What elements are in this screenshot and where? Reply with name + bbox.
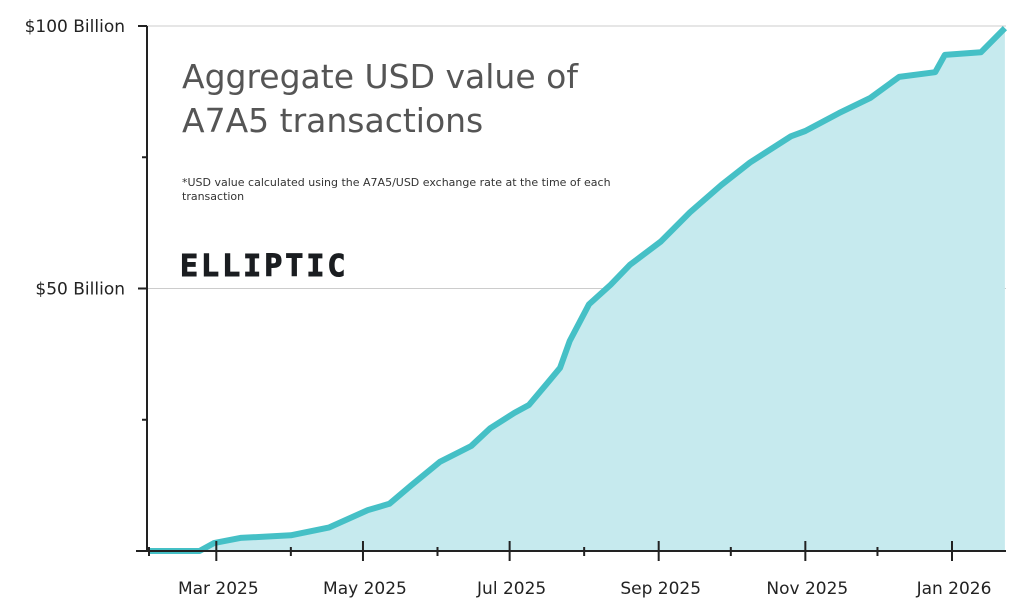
x-tick-label: Jan 2026 <box>916 579 992 599</box>
chart-footnote-line-1: *USD value calculated using the A7A5/USD… <box>182 176 611 189</box>
axes <box>136 25 1006 561</box>
series-area-fill <box>149 28 1005 552</box>
chart-footnote-line-2: transaction <box>182 190 244 203</box>
y-tick-label: $50 Billion <box>35 280 125 300</box>
elliptic-logo: ELLIPTIC <box>180 249 349 284</box>
x-tick-label: Mar 2025 <box>178 579 259 599</box>
series-line <box>149 25 1008 554</box>
y-axis-labels: $50 Billion $100 Billion <box>25 17 125 300</box>
chart-title-line-2: A7A5 transactions <box>182 101 483 140</box>
x-tick-label: Nov 2025 <box>766 579 848 599</box>
x-tick-label: Sep 2025 <box>620 579 701 599</box>
y-tick-label: $100 Billion <box>25 17 125 37</box>
x-tick-label: Jul 2025 <box>476 579 546 599</box>
chart-title-line-1: Aggregate USD value of <box>182 57 579 96</box>
x-axis-labels: Mar 2025 May 2025 Jul 2025 Sep 2025 Nov 2025… <box>178 579 991 599</box>
x-tick-label: May 2025 <box>323 579 407 599</box>
